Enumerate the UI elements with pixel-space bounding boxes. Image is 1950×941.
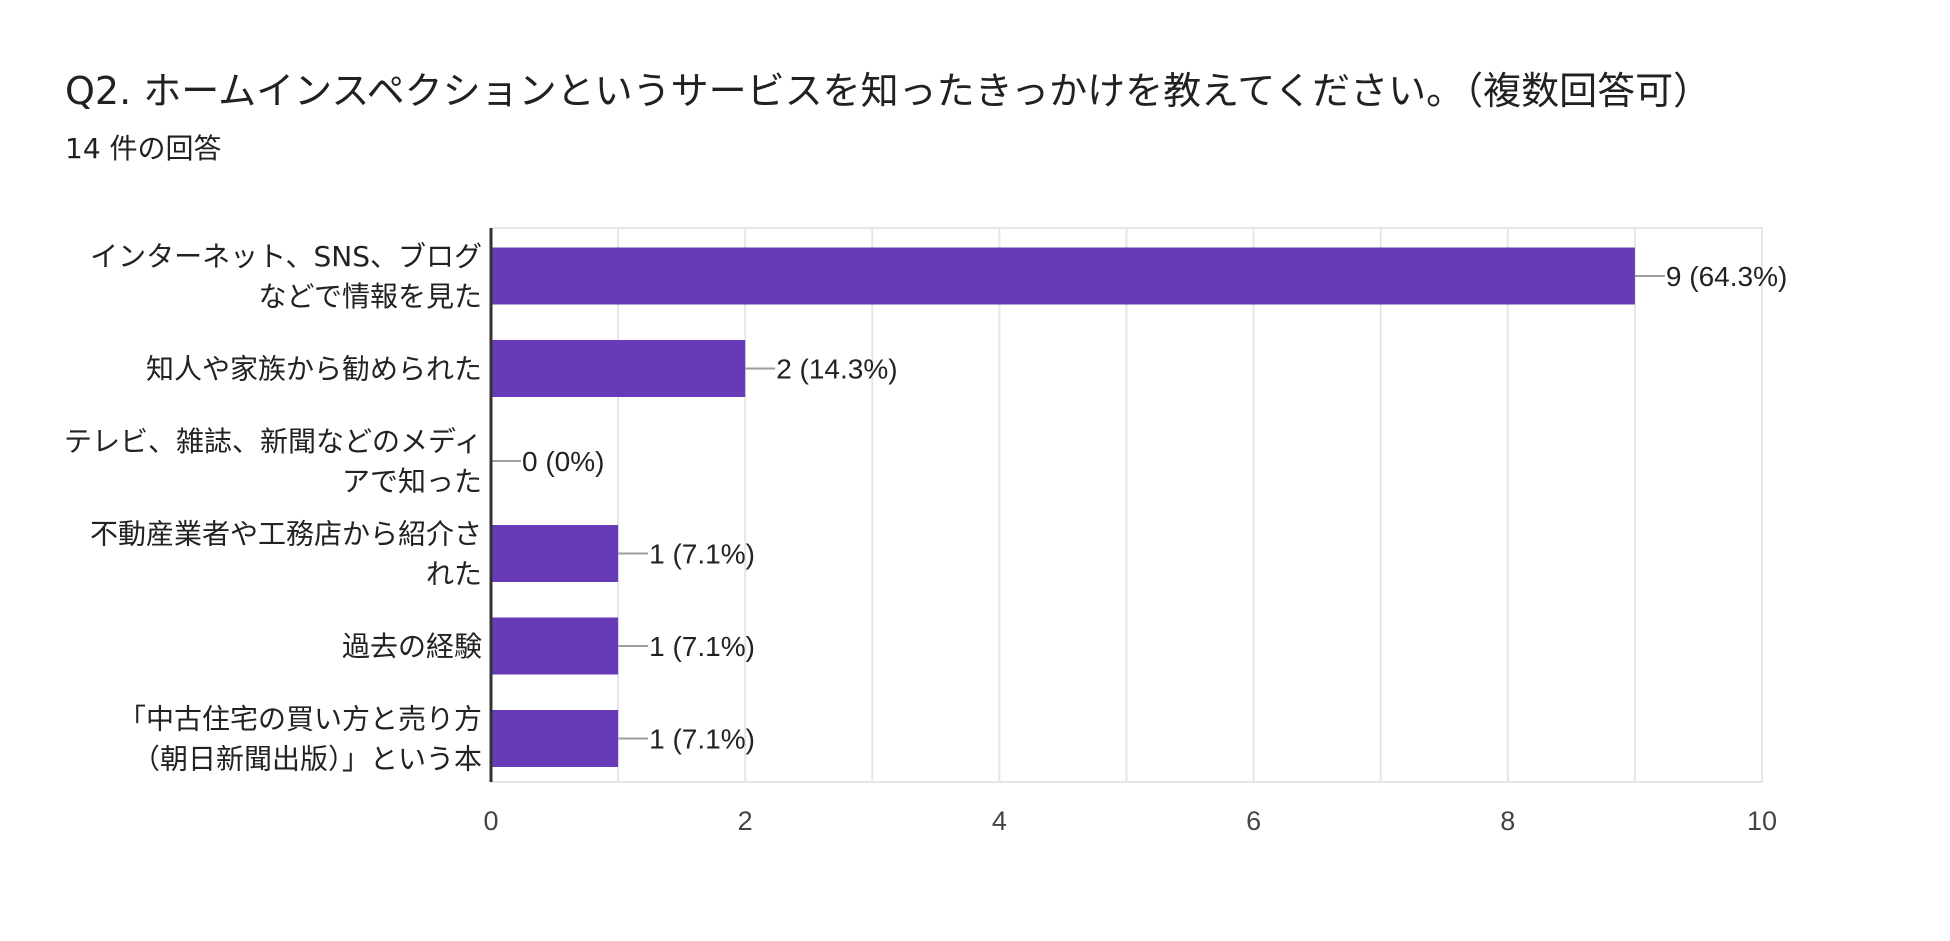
bar: [491, 617, 619, 675]
data-label: 1 (7.1%): [649, 724, 755, 755]
x-tick-label: 6: [1246, 806, 1261, 836]
x-tick-label: 2: [738, 806, 753, 836]
x-tick-label: 10: [1747, 806, 1777, 836]
data-label: 2 (14.3%): [776, 354, 897, 385]
bar: [491, 525, 619, 582]
data-label: 0 (0%): [522, 446, 604, 477]
category-label: れた: [426, 558, 482, 591]
response-count: 14 件の回答: [65, 132, 222, 165]
data-label: 1 (7.1%): [649, 539, 755, 570]
category-label: 「中古住宅の買い方と売り方: [118, 703, 482, 736]
category-label: 知人や家族から勧められた: [146, 353, 482, 386]
category-label: 不動産業者や工務店から紹介さ: [90, 518, 482, 551]
data-label: 9 (64.3%): [1666, 261, 1787, 292]
category-label: などで情報を見た: [259, 280, 482, 313]
bar: [491, 247, 1635, 305]
category-label: アで知った: [342, 465, 482, 498]
category-label: 過去の経験: [342, 630, 482, 663]
x-tick-label: 8: [1500, 806, 1515, 836]
x-tick-label: 0: [483, 806, 498, 836]
x-tick-label: 4: [992, 806, 1007, 836]
data-label: 1 (7.1%): [649, 631, 755, 662]
chart-title: Q2. ホームインスペクションというサービスを知ったきっかけを教えてください。（…: [65, 69, 1712, 113]
category-label: （朝日新聞出版）」という本: [132, 743, 482, 776]
category-label: テレビ、雑誌、新聞などのメディ: [64, 425, 482, 458]
category-label: インターネット、SNS、ブログ: [90, 240, 482, 273]
bar: [491, 710, 619, 767]
bar: [491, 340, 746, 397]
